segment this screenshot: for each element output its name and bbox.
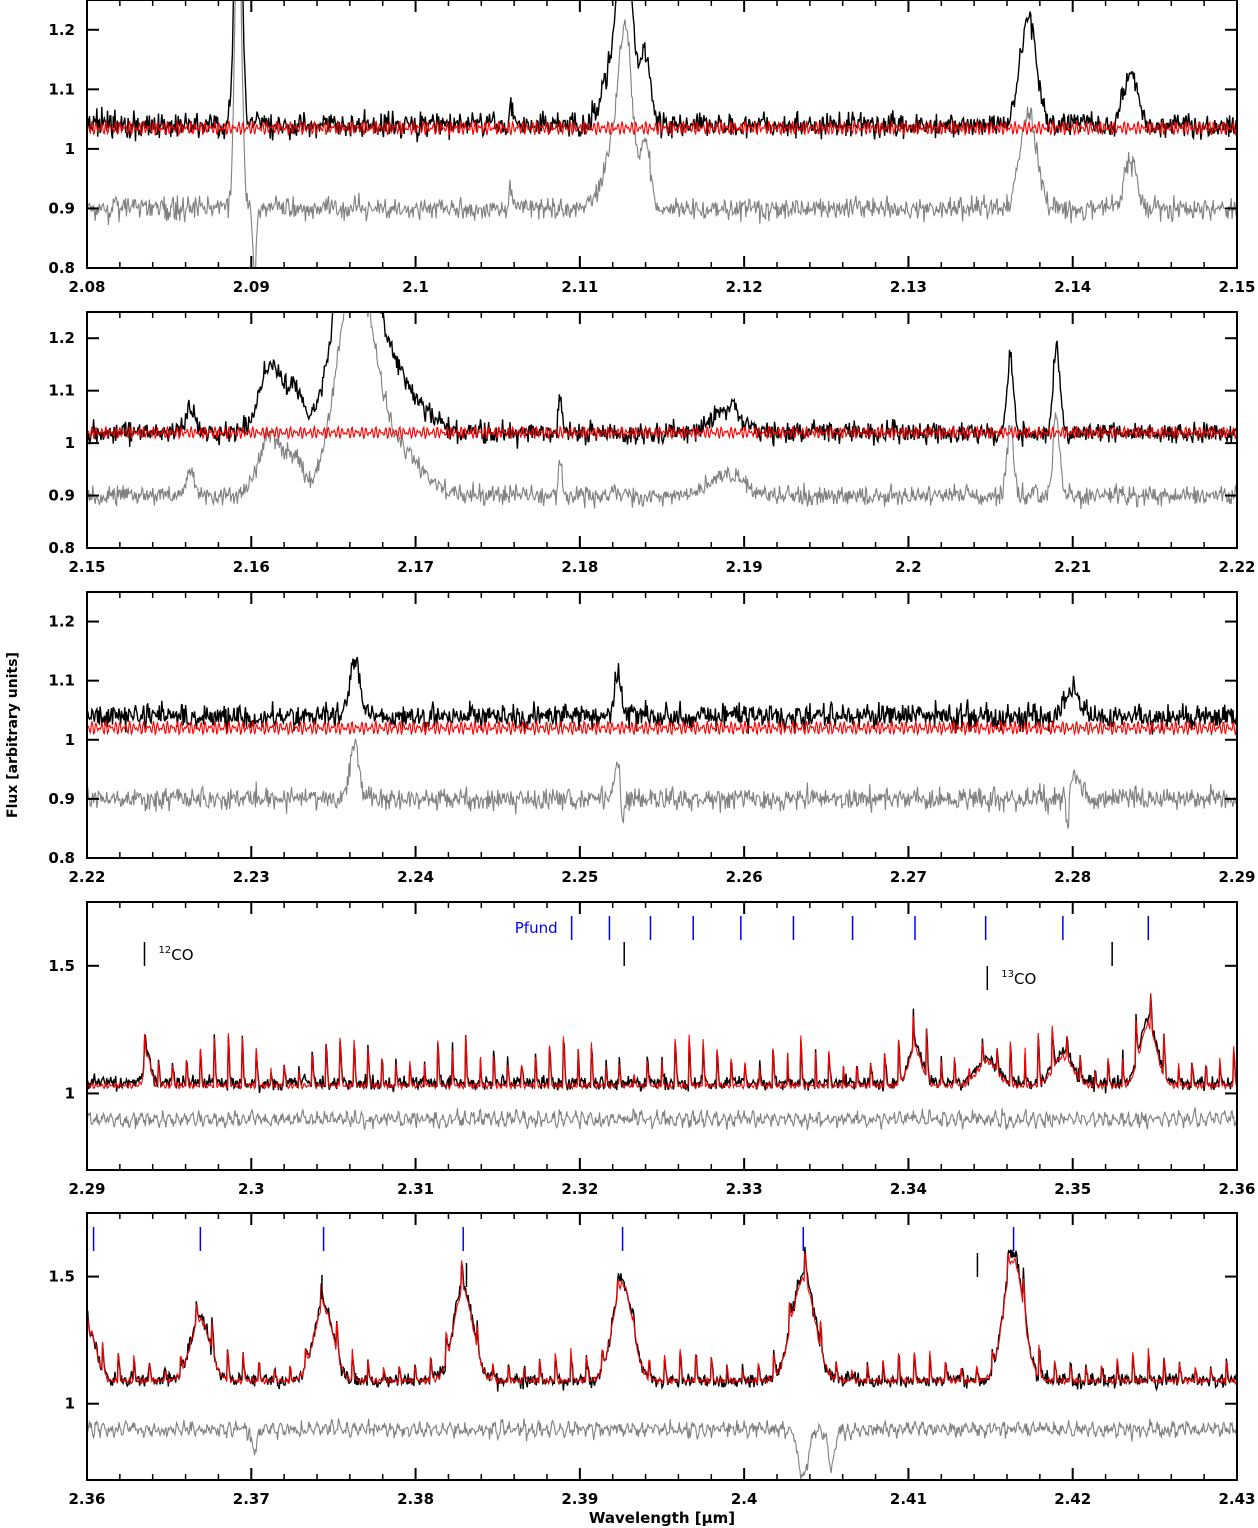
y-tick-label: 1.2 bbox=[48, 613, 75, 631]
y-tick-label: 1.2 bbox=[48, 329, 75, 347]
x-tick-label: 2.21 bbox=[1054, 558, 1091, 576]
x-tick-label: 2.14 bbox=[1054, 278, 1091, 296]
x-tick-label: 2.13 bbox=[890, 278, 927, 296]
y-tick-label: 0.8 bbox=[48, 539, 75, 557]
x-tick-label: 2.39 bbox=[561, 1490, 598, 1508]
plot-frame bbox=[86, 0, 1238, 269]
x-tick-label: 2.31 bbox=[397, 1180, 434, 1198]
y-tick-label: 1 bbox=[65, 1395, 75, 1413]
x-tick-label: 2.35 bbox=[1054, 1180, 1091, 1198]
x-tick-label: 2.36 bbox=[1218, 1180, 1255, 1198]
y-tick-label: 0.8 bbox=[48, 259, 75, 277]
observed-series-line bbox=[87, 1246, 1237, 1392]
panel-5: 2.36 2.37 2.38 2.39 2.4 2.41 2.42 2.43 1 1.5 bbox=[48, 1212, 1256, 1508]
y-tick-label: 1.2 bbox=[48, 21, 75, 39]
model-series-line bbox=[87, 1252, 1237, 1386]
y-tick-label: 1.5 bbox=[48, 1268, 75, 1286]
y-tick-label: 1.1 bbox=[48, 672, 75, 690]
x-tick-label: 2.26 bbox=[726, 868, 763, 886]
plot-frame bbox=[86, 311, 1238, 549]
residual-series-line bbox=[87, 0, 1237, 268]
y-tick-label: 1.5 bbox=[48, 957, 75, 975]
x-tick-label: 2.1 bbox=[402, 278, 429, 296]
y-tick-label: 1 bbox=[65, 434, 75, 452]
y-tick-label: 0.9 bbox=[48, 790, 75, 808]
y-tick-label: 0.8 bbox=[48, 849, 75, 867]
pfund-label: Pfund bbox=[515, 919, 558, 937]
x-tick-label: 2.41 bbox=[890, 1490, 927, 1508]
x-tick-label: 2.43 bbox=[1218, 1490, 1255, 1508]
x-tick-label: 2.33 bbox=[726, 1180, 763, 1198]
x-tick-label: 2.27 bbox=[890, 868, 927, 886]
x-tick-label: 2.15 bbox=[1218, 278, 1255, 296]
x-tick-label: 2.28 bbox=[1054, 868, 1091, 886]
y-tick-label: 1 bbox=[65, 140, 75, 158]
x-tick-label: 2.12 bbox=[726, 278, 763, 296]
x-tick-label: 2.19 bbox=[726, 558, 763, 576]
panel-1: 2.08 2.09 2.1 2.11 2.12 2.13 2.14 2.15 0.8 0.9 1 1.… bbox=[48, 0, 1256, 296]
co-label: 13CO bbox=[1001, 969, 1036, 988]
x-tick-label: 2.23 bbox=[233, 868, 270, 886]
x-tick-label: 2.15 bbox=[68, 558, 105, 576]
y-tick-label: 1 bbox=[65, 731, 75, 749]
x-tick-label: 2.29 bbox=[68, 1180, 105, 1198]
x-tick-label: 2.16 bbox=[233, 558, 270, 576]
y-tick-label: 0.9 bbox=[48, 199, 75, 217]
plot-frame bbox=[86, 901, 1238, 1171]
x-tick-label: 2.08 bbox=[68, 278, 105, 296]
x-tick-label: 2.42 bbox=[1054, 1490, 1091, 1508]
y-tick-label: 1 bbox=[65, 1084, 75, 1102]
y-tick-label: 0.9 bbox=[48, 487, 75, 505]
x-axis-label: Wavelength [μm] bbox=[589, 1509, 735, 1527]
panel-2: 2.15 2.16 2.17 2.18 2.19 2.2 2.21 2.22 0.8 0.9 1 1.… bbox=[48, 311, 1256, 576]
x-tick-label: 2.37 bbox=[233, 1490, 270, 1508]
x-tick-label: 2.25 bbox=[561, 868, 598, 886]
observed-series-line bbox=[87, 0, 1237, 143]
x-tick-label: 2.3 bbox=[238, 1180, 265, 1198]
panel-3: 2.22 2.23 2.24 2.25 2.26 2.27 2.28 2.29 0.8 0.9 1 1… bbox=[48, 591, 1256, 886]
x-tick-label: 2.24 bbox=[397, 868, 434, 886]
residual-series-line bbox=[87, 312, 1237, 509]
residual-series-line bbox=[87, 1107, 1237, 1130]
x-tick-label: 2.29 bbox=[1218, 868, 1255, 886]
x-tick-label: 2.22 bbox=[1218, 558, 1255, 576]
x-tick-label: 2.38 bbox=[397, 1490, 434, 1508]
model-series-line bbox=[87, 119, 1237, 137]
x-tick-label: 2.32 bbox=[561, 1180, 598, 1198]
model-series-line bbox=[87, 993, 1237, 1091]
x-tick-label: 2.18 bbox=[561, 558, 598, 576]
model-series-line bbox=[87, 719, 1237, 737]
plot-frame bbox=[86, 591, 1238, 859]
model-series-line bbox=[87, 424, 1237, 441]
y-tick-label: 1.1 bbox=[48, 382, 75, 400]
observed-series-line bbox=[87, 312, 1237, 449]
x-tick-label: 2.36 bbox=[68, 1490, 105, 1508]
panel-4: 2.29 2.3 2.31 2.32 2.33 2.34 2.35 2.36 1 1.5 Pfund… bbox=[48, 901, 1256, 1198]
residual-series-line bbox=[87, 738, 1237, 830]
x-tick-label: 2.4 bbox=[731, 1490, 758, 1508]
observed-series-line bbox=[87, 656, 1237, 735]
plot-frame bbox=[86, 1212, 1238, 1481]
co-label: 12CO bbox=[159, 945, 194, 964]
x-tick-label: 2.2 bbox=[895, 558, 922, 576]
x-tick-label: 2.11 bbox=[561, 278, 598, 296]
y-tick-label: 1.1 bbox=[48, 80, 75, 98]
y-axis-label: Flux [arbitrary units] bbox=[5, 652, 21, 818]
residual-series-line bbox=[87, 1418, 1237, 1480]
x-tick-label: 2.34 bbox=[890, 1180, 927, 1198]
x-tick-label: 2.17 bbox=[397, 558, 434, 576]
x-tick-label: 2.22 bbox=[68, 868, 105, 886]
x-tick-label: 2.09 bbox=[233, 278, 270, 296]
